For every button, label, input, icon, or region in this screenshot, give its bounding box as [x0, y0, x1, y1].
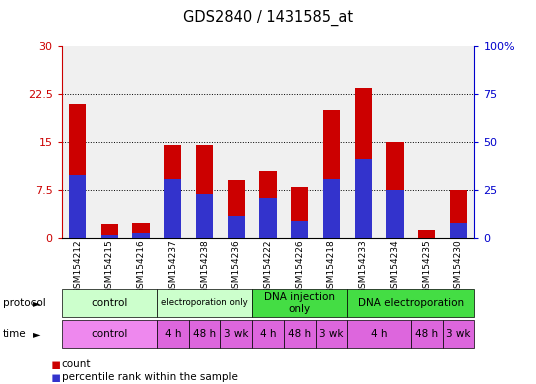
Bar [227, 216, 245, 238]
Text: 3 wk: 3 wk [224, 329, 249, 339]
Bar [259, 171, 277, 238]
Bar [291, 221, 309, 238]
Text: GDS2840 / 1431585_at: GDS2840 / 1431585_at [183, 10, 353, 26]
Bar [101, 235, 118, 238]
Bar [196, 194, 213, 238]
Bar [354, 159, 372, 238]
Text: 48 h: 48 h [415, 329, 438, 339]
Bar [69, 175, 86, 238]
Bar [259, 198, 277, 238]
Text: control: control [91, 298, 128, 308]
Text: 4 h: 4 h [260, 329, 276, 339]
Bar [386, 190, 404, 238]
Text: percentile rank within the sample: percentile rank within the sample [62, 372, 237, 382]
Bar [101, 224, 118, 238]
Bar [386, 142, 404, 238]
Text: electroporation only: electroporation only [161, 298, 248, 308]
Text: 3 wk: 3 wk [319, 329, 344, 339]
Bar [69, 104, 86, 238]
Text: time: time [3, 329, 26, 339]
Bar [227, 180, 245, 238]
Text: ▪: ▪ [51, 369, 62, 384]
Text: 4 h: 4 h [165, 329, 181, 339]
Bar [164, 145, 182, 238]
Bar [291, 187, 309, 238]
Bar [450, 223, 467, 238]
Bar [132, 233, 150, 238]
Text: 48 h: 48 h [288, 329, 311, 339]
Bar [418, 230, 435, 238]
Text: ►: ► [33, 298, 40, 308]
Bar [354, 88, 372, 238]
Text: count: count [62, 359, 91, 369]
Text: ►: ► [33, 329, 40, 339]
Text: 48 h: 48 h [193, 329, 216, 339]
Text: DNA injection
only: DNA injection only [264, 292, 335, 314]
Bar [132, 223, 150, 238]
Bar [196, 145, 213, 238]
Text: protocol: protocol [3, 298, 46, 308]
Bar [164, 179, 182, 238]
Bar [323, 179, 340, 238]
Text: 4 h: 4 h [371, 329, 388, 339]
Bar [450, 190, 467, 238]
Bar [323, 110, 340, 238]
Text: DNA electroporation: DNA electroporation [358, 298, 464, 308]
Text: ▪: ▪ [51, 356, 62, 372]
Text: control: control [91, 329, 128, 339]
Text: 3 wk: 3 wk [446, 329, 471, 339]
